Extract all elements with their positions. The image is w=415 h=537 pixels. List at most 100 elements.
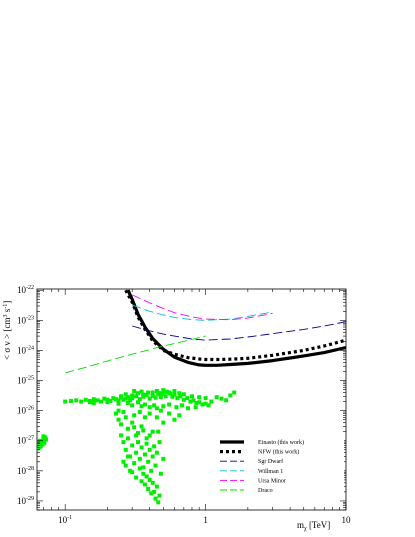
model-point (142, 402, 147, 407)
model-point (130, 403, 135, 408)
model-point (146, 390, 151, 395)
model-point (135, 400, 140, 405)
model-point (144, 393, 149, 398)
model-point (150, 390, 155, 395)
x-tick-label: 10-1 (58, 515, 72, 525)
legend-box (214, 436, 344, 498)
model-point (137, 397, 142, 402)
model-point (156, 429, 161, 434)
model-point (135, 440, 140, 445)
model-point (79, 399, 84, 404)
model-point (153, 496, 158, 501)
model-point (146, 459, 151, 464)
model-point (156, 500, 161, 505)
model-point (161, 404, 166, 409)
y-tick-label: 10-29 (17, 496, 34, 506)
model-point (181, 392, 186, 397)
y-tick-label: 10-22 (17, 285, 34, 295)
model-point (87, 400, 92, 405)
model-point (123, 396, 128, 401)
model-point (130, 396, 135, 401)
model-point (144, 441, 149, 446)
model-point (123, 392, 128, 397)
model-point (214, 395, 219, 400)
model-point (130, 420, 135, 425)
model-point (203, 396, 208, 401)
model-point (141, 465, 146, 470)
model-point (224, 398, 229, 403)
model-point (119, 422, 124, 427)
model-point (128, 398, 133, 403)
plot-frame (36, 288, 347, 511)
model-point (144, 474, 149, 479)
model-point (177, 391, 182, 396)
y-tick-label: 10-24 (17, 345, 34, 355)
model-points (37, 388, 237, 505)
model-point (123, 415, 128, 420)
model-point (172, 388, 177, 393)
model-point (158, 395, 163, 400)
legend-label: Sgr Dwarf (258, 458, 283, 465)
model-point (154, 388, 159, 393)
model-point (149, 491, 154, 496)
model-point (128, 454, 133, 459)
model-point (111, 396, 116, 401)
model-point (135, 431, 140, 436)
model-point (168, 391, 173, 396)
model-point (105, 397, 110, 402)
model-point (142, 415, 147, 420)
legend-label: Willman 1 (258, 469, 283, 475)
model-point (125, 454, 130, 459)
model-point (149, 468, 154, 473)
model-point (132, 388, 137, 393)
model-point (200, 402, 205, 407)
model-point (203, 401, 208, 406)
model-point (141, 392, 146, 397)
series-line-5 (65, 335, 206, 374)
model-point (161, 388, 166, 393)
model-point (147, 396, 152, 401)
model-point (175, 396, 180, 401)
model-point (130, 470, 135, 475)
model-point (123, 463, 128, 468)
model-point (41, 437, 46, 442)
model-point (152, 403, 157, 408)
legend-label: NFW (this work) (258, 449, 299, 456)
model-point (167, 411, 172, 416)
model-point (137, 456, 142, 461)
model-point (193, 405, 198, 410)
model-point (178, 394, 183, 399)
model-point (141, 471, 146, 476)
model-point (116, 408, 121, 413)
model-point (154, 406, 159, 411)
model-point (154, 484, 159, 489)
model-point (185, 396, 190, 401)
model-point (139, 404, 144, 409)
model-point (147, 405, 152, 410)
model-point (150, 393, 155, 398)
model-point (157, 391, 162, 396)
model-point (134, 475, 139, 480)
model-point (125, 436, 130, 441)
model-point (42, 440, 47, 445)
model-point (83, 397, 88, 402)
model-point (130, 393, 135, 398)
series-line-2 (132, 321, 346, 341)
model-point (152, 489, 157, 494)
model-point (139, 479, 144, 484)
model-point (228, 393, 233, 398)
model-point (170, 394, 175, 399)
model-point (158, 408, 163, 413)
model-point (139, 389, 144, 394)
model-point (153, 463, 158, 468)
model-point (121, 397, 126, 402)
legend-label: Einasto (this work) (258, 439, 304, 446)
x-tick-label: 1 (203, 515, 208, 525)
model-point (154, 450, 159, 455)
model-point (152, 444, 157, 449)
model-point (116, 398, 121, 403)
model-point (99, 399, 104, 404)
model-point (219, 396, 224, 401)
x-axis-title: mχ [TeV] (297, 520, 330, 532)
model-point (154, 415, 159, 420)
